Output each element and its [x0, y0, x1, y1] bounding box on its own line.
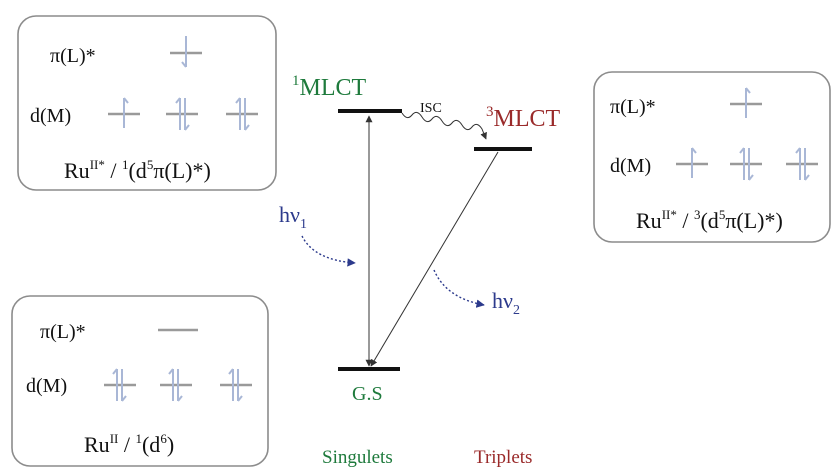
spin-up-arrow — [123, 97, 129, 128]
absorption-photon-arrow — [301, 235, 356, 267]
absorption-photon-label: hν1 — [279, 202, 307, 232]
spin-pair-arrows — [795, 147, 810, 181]
spin-pair-arrows — [175, 97, 190, 131]
singlet-excited-config-box: π(L)* d(M) RuII* / 1(d5π(L)*) — [17, 15, 277, 191]
electron-config-label: RuII* / 3(d5π(L)*) — [636, 207, 783, 233]
box-frame — [11, 295, 269, 467]
spin-pair-arrows — [739, 147, 754, 181]
emission-photon-arrow — [433, 269, 485, 308]
isc-label: ISC — [420, 101, 442, 116]
triplets-column-label: Triplets — [474, 447, 532, 468]
triplet-excited-config-box: π(L)* d(M) RuII* / 3(d5π(L)*) — [593, 71, 831, 243]
box-frame — [17, 15, 277, 191]
ground-state-config-box: π(L)* d(M) RuII / 1(d6) — [11, 295, 269, 467]
triplet-mlct-label: 3MLCT — [486, 104, 561, 132]
singlets-column-label: Singulets — [322, 447, 393, 468]
orbital-label-d: d(M) — [30, 105, 71, 127]
singlet-mlct-label: 1MLCT — [292, 73, 367, 101]
electron-config-label: RuII / 1(d6) — [84, 431, 174, 457]
electron-config-label: RuII* / 1(d5π(L)*) — [64, 157, 211, 183]
spin-up-arrow — [691, 147, 697, 178]
spin-pair-arrows — [112, 368, 127, 402]
isc-wavy-arrow — [401, 111, 487, 140]
orbital-label-pi: π(L)* — [610, 96, 656, 118]
spin-pair-arrows — [228, 368, 243, 402]
orbital-label-pi: π(L)* — [50, 45, 96, 67]
spin-pair-arrows — [168, 368, 183, 402]
spin-up-arrow — [745, 87, 751, 118]
spin-down-arrow — [181, 36, 187, 68]
ground-state-label: G.S — [352, 383, 383, 405]
orbital-label-d: d(M) — [26, 375, 67, 397]
box-frame — [593, 71, 831, 243]
orbital-label-pi: π(L)* — [40, 321, 86, 343]
orbital-label-d: d(M) — [610, 155, 651, 177]
spin-pair-arrows — [235, 97, 250, 131]
emission-photon-label: hν2 — [492, 288, 520, 318]
emission-arrow — [370, 151, 499, 367]
